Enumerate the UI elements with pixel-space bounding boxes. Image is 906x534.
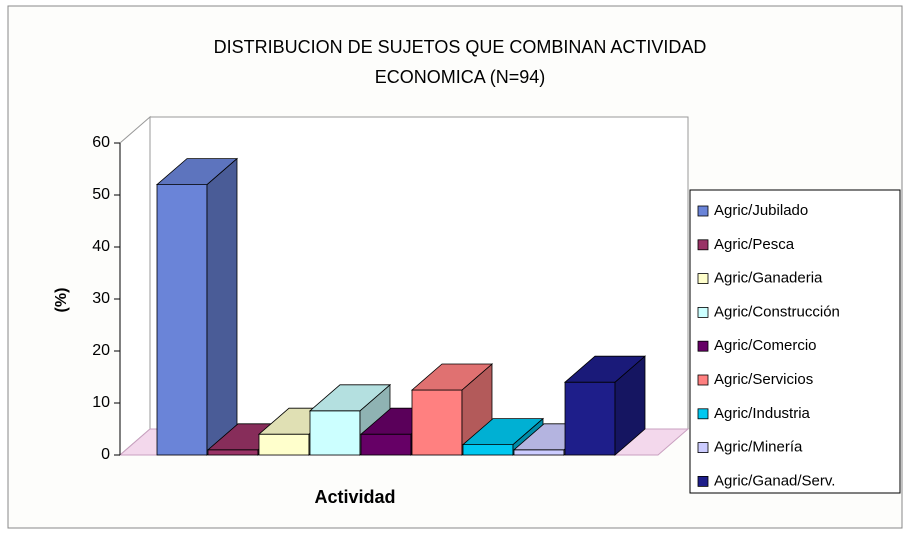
bar-top [461,418,545,446]
bar-top [308,384,392,412]
side-wall [119,115,151,457]
legend-label: Agric/Jubilado [714,202,808,219]
y-tick-label: 40 [92,238,110,255]
legend-swatch [697,442,709,454]
legend-label: Agric/Ganad/Serv. [714,472,835,489]
bar-front [207,449,259,456]
bar-front [564,381,616,456]
bar-front [258,433,310,456]
legend-swatch [697,475,709,487]
legend-swatch [697,306,709,318]
bar-front [156,184,208,456]
bar-front [462,444,514,456]
bar-top [410,363,494,391]
y-tick-label: 50 [92,186,110,203]
bar-top [563,355,647,383]
legend-label: Agric/Ganaderia [714,270,823,287]
legend-swatch [697,374,709,386]
legend-label: Agric/Comercio [714,337,817,354]
legend-label: Agric/Pesca [714,236,795,253]
bar-front [411,389,463,456]
bar-front [360,433,412,456]
bar-side [206,157,238,456]
chart-title: DISTRIBUCION DE SUJETOS QUE COMBINAN ACT… [214,37,707,57]
y-axis-label: (%) [53,288,70,313]
legend-swatch [697,340,709,352]
legend-swatch [697,273,709,285]
legend-label: Agric/Industria [714,405,811,422]
y-tick-label: 30 [92,290,110,307]
y-tick-label: 60 [92,134,110,151]
bar-top [155,158,239,186]
legend-swatch [697,239,709,251]
legend-swatch [697,408,709,420]
y-tick-label: 0 [101,446,110,463]
bar-front [513,449,565,456]
y-tick-label: 20 [92,342,110,359]
chart-title: ECONOMICA (N=94) [375,67,546,87]
legend [689,189,901,494]
legend-swatch [697,205,709,217]
legend-label: Agric/Servicios [714,371,813,388]
legend-label: Agric/Construcción [714,303,840,320]
legend-label: Agric/Minería [714,439,803,456]
bar-front [309,410,361,456]
x-axis-label: Actividad [314,487,395,507]
y-tick-label: 10 [92,394,110,411]
